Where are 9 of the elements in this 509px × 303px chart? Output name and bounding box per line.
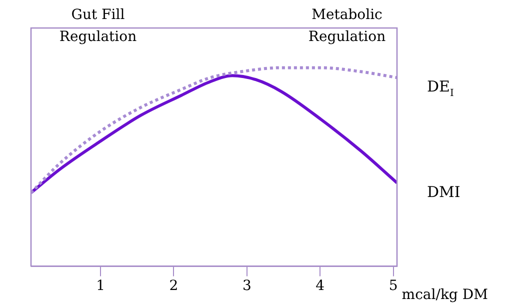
series-label: DMI — [427, 182, 460, 201]
x-tick-label: 3 — [242, 278, 252, 294]
x-tick-label: 5 — [388, 278, 398, 294]
text: Gut Fill Regulation — [59, 7, 137, 45]
x-tick-label: 2 — [169, 278, 178, 294]
x-axis-title: mcal/kg DM — [402, 287, 488, 303]
text: Metabolic Regulation — [308, 7, 386, 45]
x-tick-label: 4 — [316, 278, 325, 294]
x-tick-label: 1 — [96, 278, 105, 294]
